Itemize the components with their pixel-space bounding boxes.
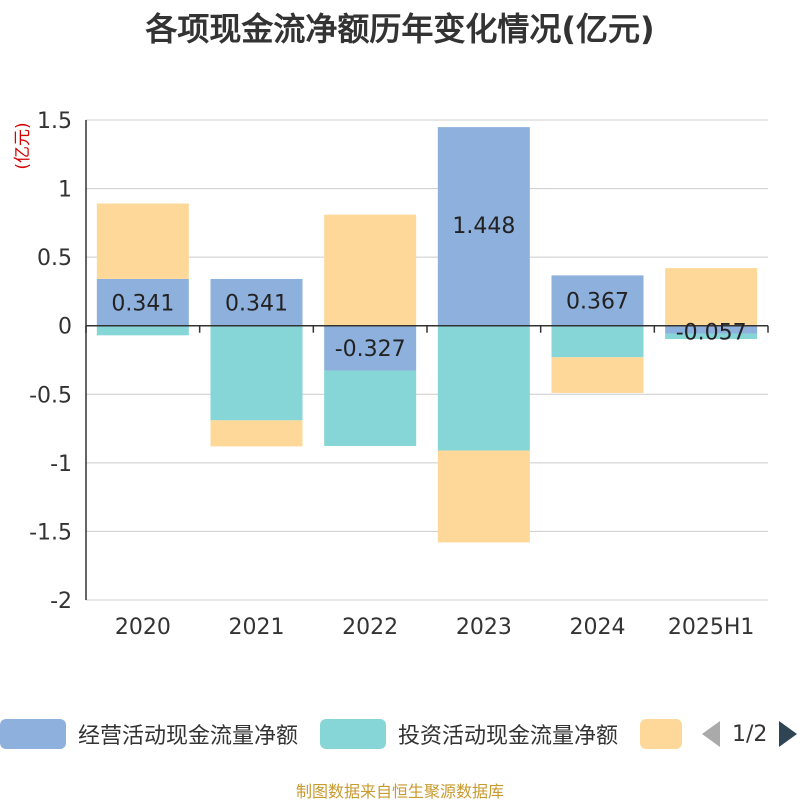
bar-operating-2020[interactable] [96, 278, 189, 326]
data-label-operating: -0.057 [676, 321, 747, 346]
legend-swatch-financing [640, 719, 682, 749]
bar-investing-2023[interactable] [437, 325, 530, 451]
legend-item-financing[interactable] [640, 716, 682, 752]
y-tick-label: -1 [50, 452, 72, 477]
bar-investing-2020[interactable] [96, 325, 189, 336]
legend-page-indicator: 1/2 [732, 721, 768, 747]
legend-next-icon[interactable] [777, 719, 799, 749]
bar-operating-2025H1[interactable] [665, 325, 758, 334]
y-tick-label: -1.5 [29, 520, 72, 545]
data-source-note: 制图数据来自恒生聚源数据库 [295, 782, 504, 801]
y-tick-label: 1 [58, 178, 72, 203]
x-tick-label: 2024 [570, 615, 626, 640]
bar-financing-2023[interactable] [437, 450, 530, 543]
x-tick-label: 2023 [456, 615, 512, 640]
bar-operating-2021[interactable] [210, 278, 303, 326]
y-tick-label: -0.5 [29, 383, 72, 408]
bar-financing-2021[interactable] [210, 420, 303, 447]
x-tick-label: 2022 [342, 615, 398, 640]
legend-label-operating: 经营活动现金流量净额 [78, 724, 299, 749]
legend-swatch-investing [320, 719, 386, 749]
legend-pager: 1/2 [700, 716, 799, 752]
x-tick-label: 2020 [115, 615, 171, 640]
bar-investing-2021[interactable] [210, 325, 303, 421]
bar-financing-2020[interactable] [96, 203, 189, 279]
legend-item-investing[interactable]: 投资活动现金流量净额 [320, 716, 618, 752]
chart-title: 各项现金流净额历年变化情况(亿元) [145, 10, 655, 48]
bar-investing-2022[interactable] [324, 370, 417, 446]
bar-operating-2022[interactable] [324, 325, 417, 371]
data-label-operating: -0.327 [335, 337, 406, 362]
data-label-operating: 1.448 [452, 214, 515, 239]
bar-financing-2025H1[interactable] [665, 268, 758, 326]
legend-prev-icon[interactable] [700, 719, 722, 749]
bar-operating-2024[interactable] [551, 275, 644, 326]
bar-financing-2022[interactable] [324, 214, 417, 326]
y-tick-label: 0 [58, 315, 72, 340]
y-axis-unit-label: (亿元) [13, 122, 33, 169]
bar-investing-2024[interactable] [551, 325, 644, 358]
x-tick-label: 2025H1 [668, 615, 755, 640]
x-tick-label: 2021 [229, 615, 285, 640]
y-tick-label: -2 [50, 589, 72, 614]
data-label-operating: 0.341 [225, 291, 288, 316]
y-tick-label: 1.5 [37, 109, 72, 134]
data-label-operating: 0.367 [566, 290, 629, 315]
bar-financing-2024[interactable] [551, 357, 644, 393]
y-tick-label: 0.5 [37, 246, 72, 271]
legend-swatch-operating [0, 719, 66, 749]
data-label-operating: 0.341 [111, 291, 174, 316]
legend-label-investing: 投资活动现金流量净额 [398, 724, 619, 749]
bar-investing-2025H1[interactable] [665, 333, 758, 340]
bar-operating-2023[interactable] [437, 127, 530, 326]
legend-item-operating[interactable]: 经营活动现金流量净额 [0, 716, 298, 752]
